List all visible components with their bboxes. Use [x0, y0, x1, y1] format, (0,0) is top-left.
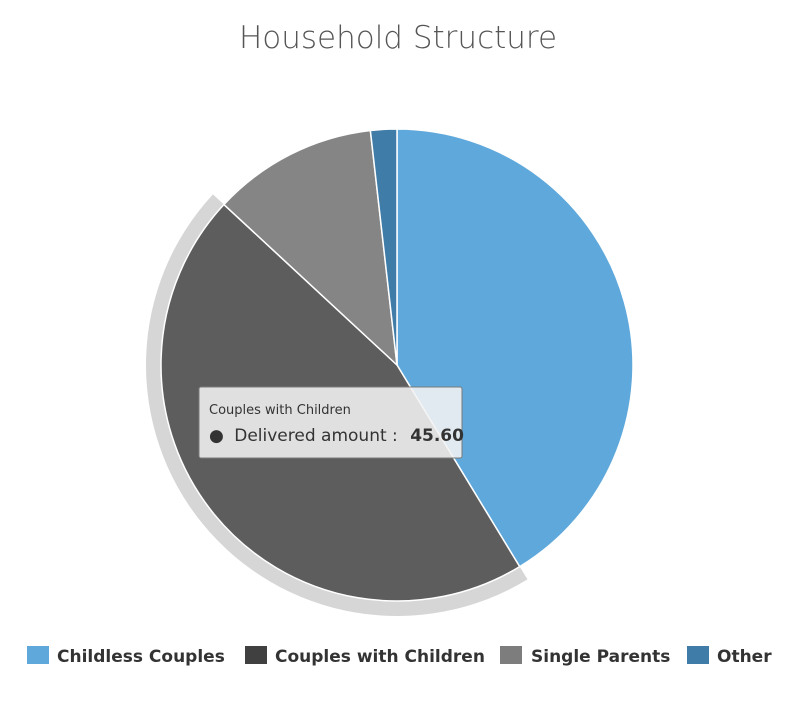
legend-label: Single Parents: [531, 647, 670, 667]
tooltip: Couples with Children ● Delivered amount…: [198, 386, 464, 459]
pie-slice-single-parents[interactable]: [223, 129, 398, 366]
legend-item-other[interactable]: Other: [687, 646, 772, 667]
tooltip-bullet: ●: [209, 426, 224, 446]
legend-label: Couples with Children: [275, 647, 485, 667]
tooltip-series-name: Couples with Children: [209, 403, 351, 418]
pie-slice-other[interactable]: [369, 128, 398, 366]
legend-item-couples-with-children[interactable]: Couples with Children: [245, 646, 485, 667]
legend-swatch: [687, 646, 709, 664]
legend-label: Childless Couples: [57, 647, 225, 667]
legend-swatch: [27, 646, 49, 664]
chart-title: Household Structure: [239, 20, 557, 56]
legend-item-childless-couples[interactable]: Childless Couples: [27, 646, 225, 667]
tooltip-value-line: ● Delivered amount : 45.60: [209, 426, 464, 446]
legend-swatch: [245, 646, 267, 664]
legend-label: Other: [717, 647, 772, 667]
pie-slices: [146, 128, 634, 616]
tooltip-value: 45.60: [410, 426, 464, 446]
legend: Childless Couples Couples with Children …: [27, 646, 772, 667]
tooltip-colon: :: [392, 426, 398, 446]
legend-item-single-parents[interactable]: Single Parents: [500, 646, 670, 667]
legend-swatch: [500, 646, 522, 664]
tooltip-metric-label: Delivered amount: [234, 426, 387, 446]
